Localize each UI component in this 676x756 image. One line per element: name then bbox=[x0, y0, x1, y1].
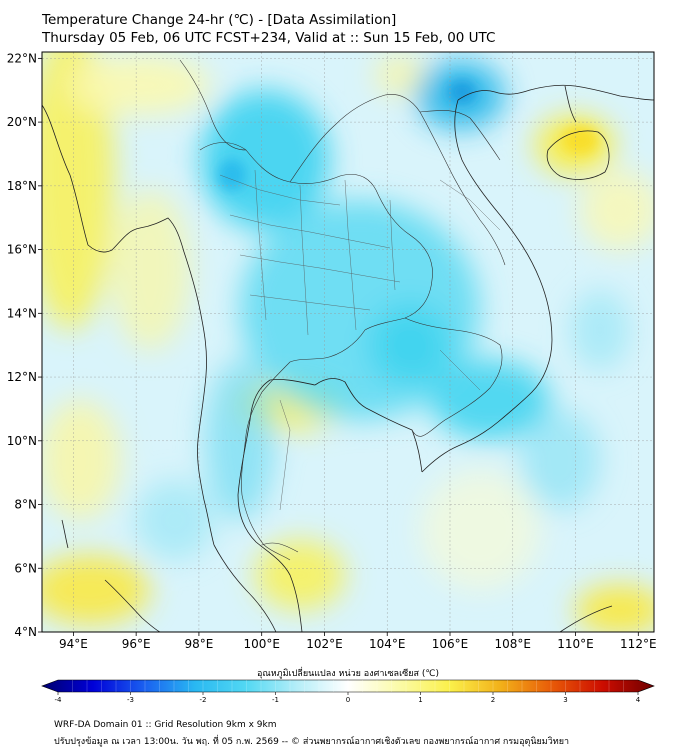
colorbar-ticks: -4 -3 -2 -1 0 1 2 3 4 bbox=[55, 692, 641, 704]
coastline-sumatra bbox=[104, 579, 161, 632]
colorbar-tick-label: 2 bbox=[491, 696, 495, 704]
coastline-tonkin bbox=[457, 84, 654, 101]
lat-tick-label: 18°N bbox=[7, 179, 37, 193]
coastline-gulf-west bbox=[237, 379, 316, 632]
lon-tick-label: 94°E bbox=[59, 637, 88, 651]
island-hainan bbox=[546, 130, 610, 180]
lon-tick-label: 110°E bbox=[557, 637, 594, 651]
colorbar-dividers bbox=[72, 680, 624, 692]
border-myanmar-china bbox=[179, 59, 247, 151]
colorbar-tick-label: -2 bbox=[200, 696, 207, 704]
lon-tick-label: 104°E bbox=[369, 637, 406, 651]
map-figure: 22°N 20°N 18°N 16°N 14°N 12°N 10°N 8°N 6°N 4°N 94… bbox=[7, 51, 657, 704]
colorbar-tick-label: -4 bbox=[55, 696, 63, 704]
province-borders bbox=[219, 169, 501, 511]
colorbar-tick-label: 0 bbox=[346, 696, 350, 704]
coastline-gulf-east bbox=[314, 378, 423, 473]
lat-tick-label: 10°N bbox=[7, 434, 37, 448]
lat-tick-label: 14°N bbox=[7, 306, 37, 320]
lat-tick-label: 22°N bbox=[7, 51, 37, 65]
coastline-myanmar bbox=[42, 104, 215, 546]
footer-credit: ปรับปรุงข้อมูล ณ เวลา 13:00น. วัน พฤ. ที… bbox=[54, 737, 570, 747]
colorbar-title: อุณหภูมิเปลี่ยนแปลง หน่วย องศาเซลเซียส (… bbox=[257, 666, 439, 679]
coastline-peninsula-west bbox=[213, 544, 277, 632]
coastline-borneo bbox=[559, 605, 613, 632]
coastline-vietnam bbox=[421, 99, 553, 473]
colorbar: -4 -3 -2 -1 0 1 2 3 4 bbox=[41, 679, 655, 704]
lat-tick-label: 4°N bbox=[14, 625, 37, 639]
border-cambodia bbox=[404, 317, 503, 437]
map-subtitle: Thursday 05 Feb, 06 UTC FCST+234, Valid … bbox=[42, 30, 496, 46]
colorbar-tick-label: 3 bbox=[563, 696, 567, 704]
lon-tick-label: 108°E bbox=[495, 637, 532, 651]
colorbar-tick-label: 1 bbox=[418, 696, 422, 704]
longitude-axis: 94°E 96°E 98°E 100°E 102°E 104°E 106°E 108°E 110… bbox=[59, 632, 657, 651]
coastline-leizhou bbox=[564, 85, 577, 123]
lon-tick-label: 98°E bbox=[184, 637, 213, 651]
coastlines bbox=[42, 84, 654, 632]
colorbar-tick-label: 4 bbox=[636, 696, 641, 704]
lon-tick-label: 96°E bbox=[122, 637, 151, 651]
colorbar-tick-label: -1 bbox=[272, 696, 279, 704]
border-malaysia bbox=[261, 542, 299, 553]
lat-tick-label: 8°N bbox=[14, 498, 37, 512]
border-thailand bbox=[199, 142, 433, 561]
colorbar-tick-label: -3 bbox=[127, 696, 134, 704]
map-frame bbox=[41, 51, 655, 633]
lon-tick-label: 102°E bbox=[306, 637, 343, 651]
lon-tick-label: 112°E bbox=[620, 637, 657, 651]
borders bbox=[179, 59, 506, 561]
temperature-field bbox=[42, 52, 654, 632]
lon-tick-label: 106°E bbox=[432, 637, 469, 651]
footer-model-info: WRF-DA Domain 01 :: Grid Resolution 9km … bbox=[54, 720, 277, 730]
lat-tick-label: 12°N bbox=[7, 370, 37, 384]
lat-tick-label: 20°N bbox=[7, 115, 37, 129]
lon-tick-label: 100°E bbox=[243, 637, 280, 651]
lat-tick-label: 16°N bbox=[7, 243, 37, 257]
latitude-axis: 22°N 20°N 18°N 16°N 14°N 12°N 10°N 8°N 6°N 4°N bbox=[7, 51, 42, 639]
island-andaman bbox=[61, 519, 69, 549]
map-title: Temperature Change 24-hr (℃) - [Data Ass… bbox=[42, 12, 397, 28]
lat-tick-label: 6°N bbox=[14, 561, 37, 575]
graticule bbox=[42, 52, 654, 632]
border-vietnam bbox=[419, 110, 501, 161]
